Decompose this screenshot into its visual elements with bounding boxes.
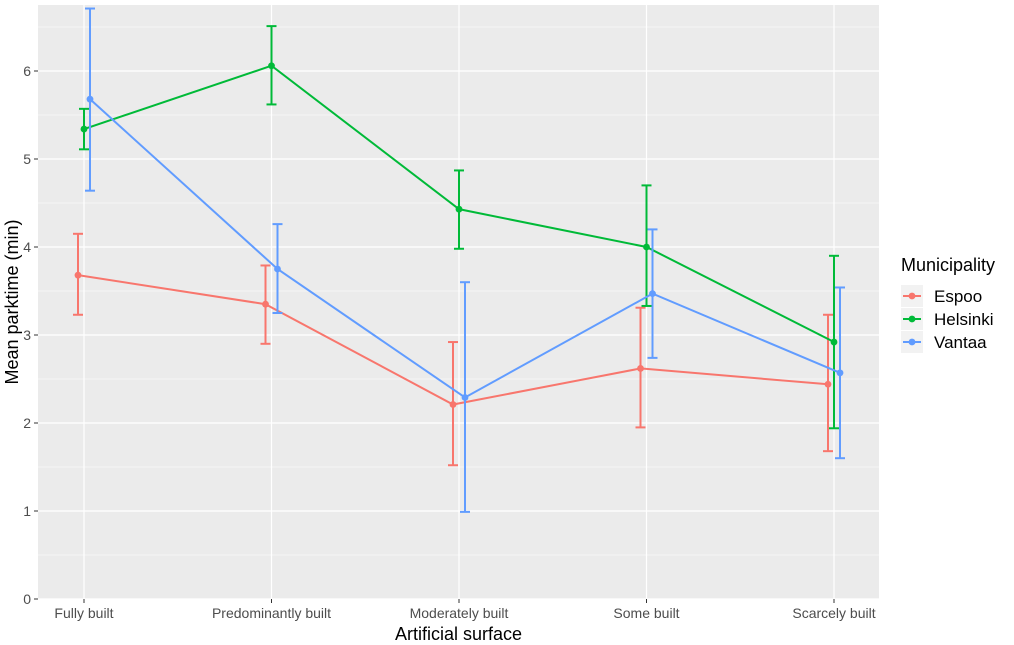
major-gridlines xyxy=(38,5,879,600)
y-tick-label: 2 xyxy=(23,415,31,431)
series-vantaa xyxy=(85,7,845,513)
y-tick-label: 3 xyxy=(23,327,31,343)
y-tick-label: 6 xyxy=(23,63,31,79)
data-point xyxy=(262,300,269,308)
data-point xyxy=(74,271,82,279)
data-point xyxy=(649,290,656,298)
x-axis: Fully built Predominantly built Moderately… xyxy=(54,599,876,621)
legend: Municipality Espoo Helsinki Vantaa xyxy=(901,255,995,353)
data-point xyxy=(274,265,281,273)
data-point xyxy=(461,394,469,401)
data-point xyxy=(449,401,457,408)
data-point xyxy=(268,62,275,70)
legend-label: Espoo xyxy=(934,287,982,306)
y-axis: 0 1 2 3 4 5 6 xyxy=(23,63,38,607)
data-point xyxy=(643,243,650,251)
data-point xyxy=(455,205,463,213)
x-tick-label: Scarcely built xyxy=(792,605,875,621)
legend-item-espoo: Espoo xyxy=(901,285,982,307)
data-point xyxy=(836,369,844,377)
legend-title: Municipality xyxy=(901,255,995,275)
data-point xyxy=(637,365,644,372)
legend-item-helsinki: Helsinki xyxy=(901,308,994,330)
x-tick-label: Moderately built xyxy=(410,605,509,621)
data-point xyxy=(86,95,94,103)
legend-key-point xyxy=(908,315,916,323)
data-point xyxy=(830,338,838,346)
legend-key-point xyxy=(908,292,916,300)
x-tick-label: Predominantly built xyxy=(212,605,331,621)
y-tick-label: 5 xyxy=(23,151,31,167)
x-tick-label: Some built xyxy=(613,605,679,621)
y-tick-label: 4 xyxy=(23,239,31,255)
series-espoo xyxy=(73,232,833,467)
data-point xyxy=(824,380,832,388)
y-axis-title: Mean parktime (min) xyxy=(2,219,22,384)
legend-item-vantaa: Vantaa xyxy=(901,331,987,353)
series-helsinki xyxy=(79,25,839,430)
data-point xyxy=(80,125,88,133)
x-tick-label: Fully built xyxy=(54,605,113,621)
series-layer xyxy=(73,7,845,513)
legend-label: Vantaa xyxy=(934,333,987,352)
legend-key-point xyxy=(908,338,916,346)
y-tick-label: 0 xyxy=(23,591,31,607)
x-axis-title: Artificial surface xyxy=(395,624,522,644)
y-tick-label: 1 xyxy=(23,503,31,519)
legend-label: Helsinki xyxy=(934,310,994,329)
